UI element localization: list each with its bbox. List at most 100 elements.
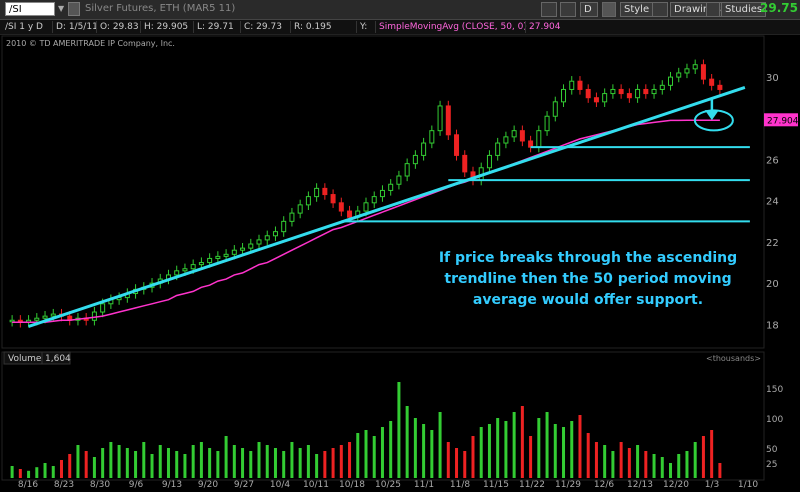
candle-body [314, 187, 320, 198]
candle-body [429, 130, 435, 144]
price-tick-label: 26 [766, 156, 779, 167]
style-button[interactable]: Style [620, 2, 654, 17]
x-tick-label: 10/25 [375, 480, 401, 490]
volume-bar [669, 463, 673, 478]
candle-body [272, 231, 278, 237]
candle-body [50, 313, 56, 317]
volume-bar [463, 451, 467, 478]
candle-body [42, 315, 48, 319]
x-tick-label: 1/10 [738, 480, 758, 490]
candle-body [330, 194, 336, 204]
annotation-line: If price breaks through the ascending [439, 250, 737, 266]
x-tick-label: 10/11 [303, 480, 329, 490]
symbol-input[interactable]: /SI [5, 2, 55, 16]
x-tick-label: 11/29 [555, 480, 581, 490]
volume-bar [339, 445, 343, 478]
candle-body [34, 317, 40, 321]
volume-bar [10, 466, 14, 478]
candle-body [445, 105, 451, 136]
x-tick-label: 8/23 [54, 480, 74, 490]
price-tick-label: 22 [766, 238, 779, 249]
candle-body [437, 105, 443, 132]
candle-body [692, 64, 698, 70]
open-value: O: 29.83 [96, 21, 139, 33]
candle-body [503, 136, 509, 144]
drawings-icon[interactable] [652, 2, 668, 17]
candle-body [700, 64, 706, 80]
volume-value-box [41, 351, 71, 365]
study-value: 27.904 [525, 21, 561, 33]
candle-body [626, 93, 632, 99]
candle-body [569, 80, 575, 90]
volume-bar [191, 445, 195, 478]
layout-icon[interactable] [560, 2, 576, 17]
candle-body [552, 101, 558, 117]
volume-bar [677, 454, 681, 478]
volume-bar [636, 445, 640, 478]
volume-bar [224, 436, 228, 478]
x-tick-label: 10/4 [270, 480, 290, 490]
candle-body [207, 257, 213, 264]
candle-body [561, 88, 567, 103]
volume-bar [627, 448, 631, 478]
volume-bar [520, 406, 524, 478]
price-tick-label: 24 [766, 197, 779, 208]
symbol-description: Silver Futures, ETH (MAR5 11) [85, 3, 236, 14]
candle-body [347, 210, 353, 218]
candle-body [379, 189, 385, 198]
price-panel-frame [1, 35, 765, 349]
volume-bar [570, 421, 574, 478]
volume-bar [298, 448, 302, 478]
candle-body [248, 243, 254, 249]
candle-body [182, 268, 188, 272]
volume-bar [265, 445, 269, 478]
tool-icon[interactable] [541, 2, 557, 17]
volume-bar [158, 445, 162, 478]
volume-bar [430, 430, 434, 478]
volume-bar [529, 436, 533, 478]
volume-bar [545, 412, 549, 478]
high-value: H: 29.905 [140, 21, 188, 33]
volume-bar [84, 451, 88, 478]
x-tick-label: 9/27 [234, 480, 254, 490]
candle-body [495, 142, 501, 156]
x-tick-label: 11/15 [483, 480, 509, 490]
volume-bar [134, 451, 138, 478]
volume-bar [438, 412, 442, 478]
studies-button[interactable]: Studies [721, 2, 767, 17]
candle-body [297, 204, 303, 214]
price-tick-label: 30 [766, 73, 779, 84]
volume-bar [504, 421, 508, 478]
volume-bar [380, 427, 384, 478]
volume-bar [68, 454, 72, 478]
style-icon[interactable] [602, 2, 616, 17]
x-tick-label: 12/20 [663, 480, 689, 490]
volume-bar [553, 424, 557, 478]
x-tick-label: 11/22 [519, 480, 545, 490]
candle-body [511, 130, 517, 138]
down-arrow-head [704, 110, 719, 121]
candle-body [396, 175, 402, 185]
candle-body [659, 84, 665, 90]
volume-bar [578, 415, 582, 478]
candle-body [709, 78, 715, 86]
studies-icon[interactable] [706, 2, 720, 17]
volume-bar [537, 418, 541, 478]
symbol-dropdown-icon[interactable]: ▼ [58, 4, 65, 13]
ma-value-label: 27.904 [767, 116, 799, 126]
volume-bar [405, 406, 409, 478]
volume-bar [18, 469, 22, 478]
volume-bar [512, 412, 516, 478]
candle-body [190, 264, 196, 270]
volume-bar [693, 442, 697, 478]
volume-bar [257, 442, 261, 478]
symbol-code-button[interactable]: D [580, 2, 598, 17]
candle-body [676, 72, 682, 78]
link-icon[interactable] [68, 2, 80, 16]
x-tick-label: 10/18 [339, 480, 365, 490]
volume-bar [306, 445, 310, 478]
volume-tick-label: 150 [766, 385, 783, 395]
candle-body [371, 196, 377, 204]
volume-bar [594, 442, 598, 478]
